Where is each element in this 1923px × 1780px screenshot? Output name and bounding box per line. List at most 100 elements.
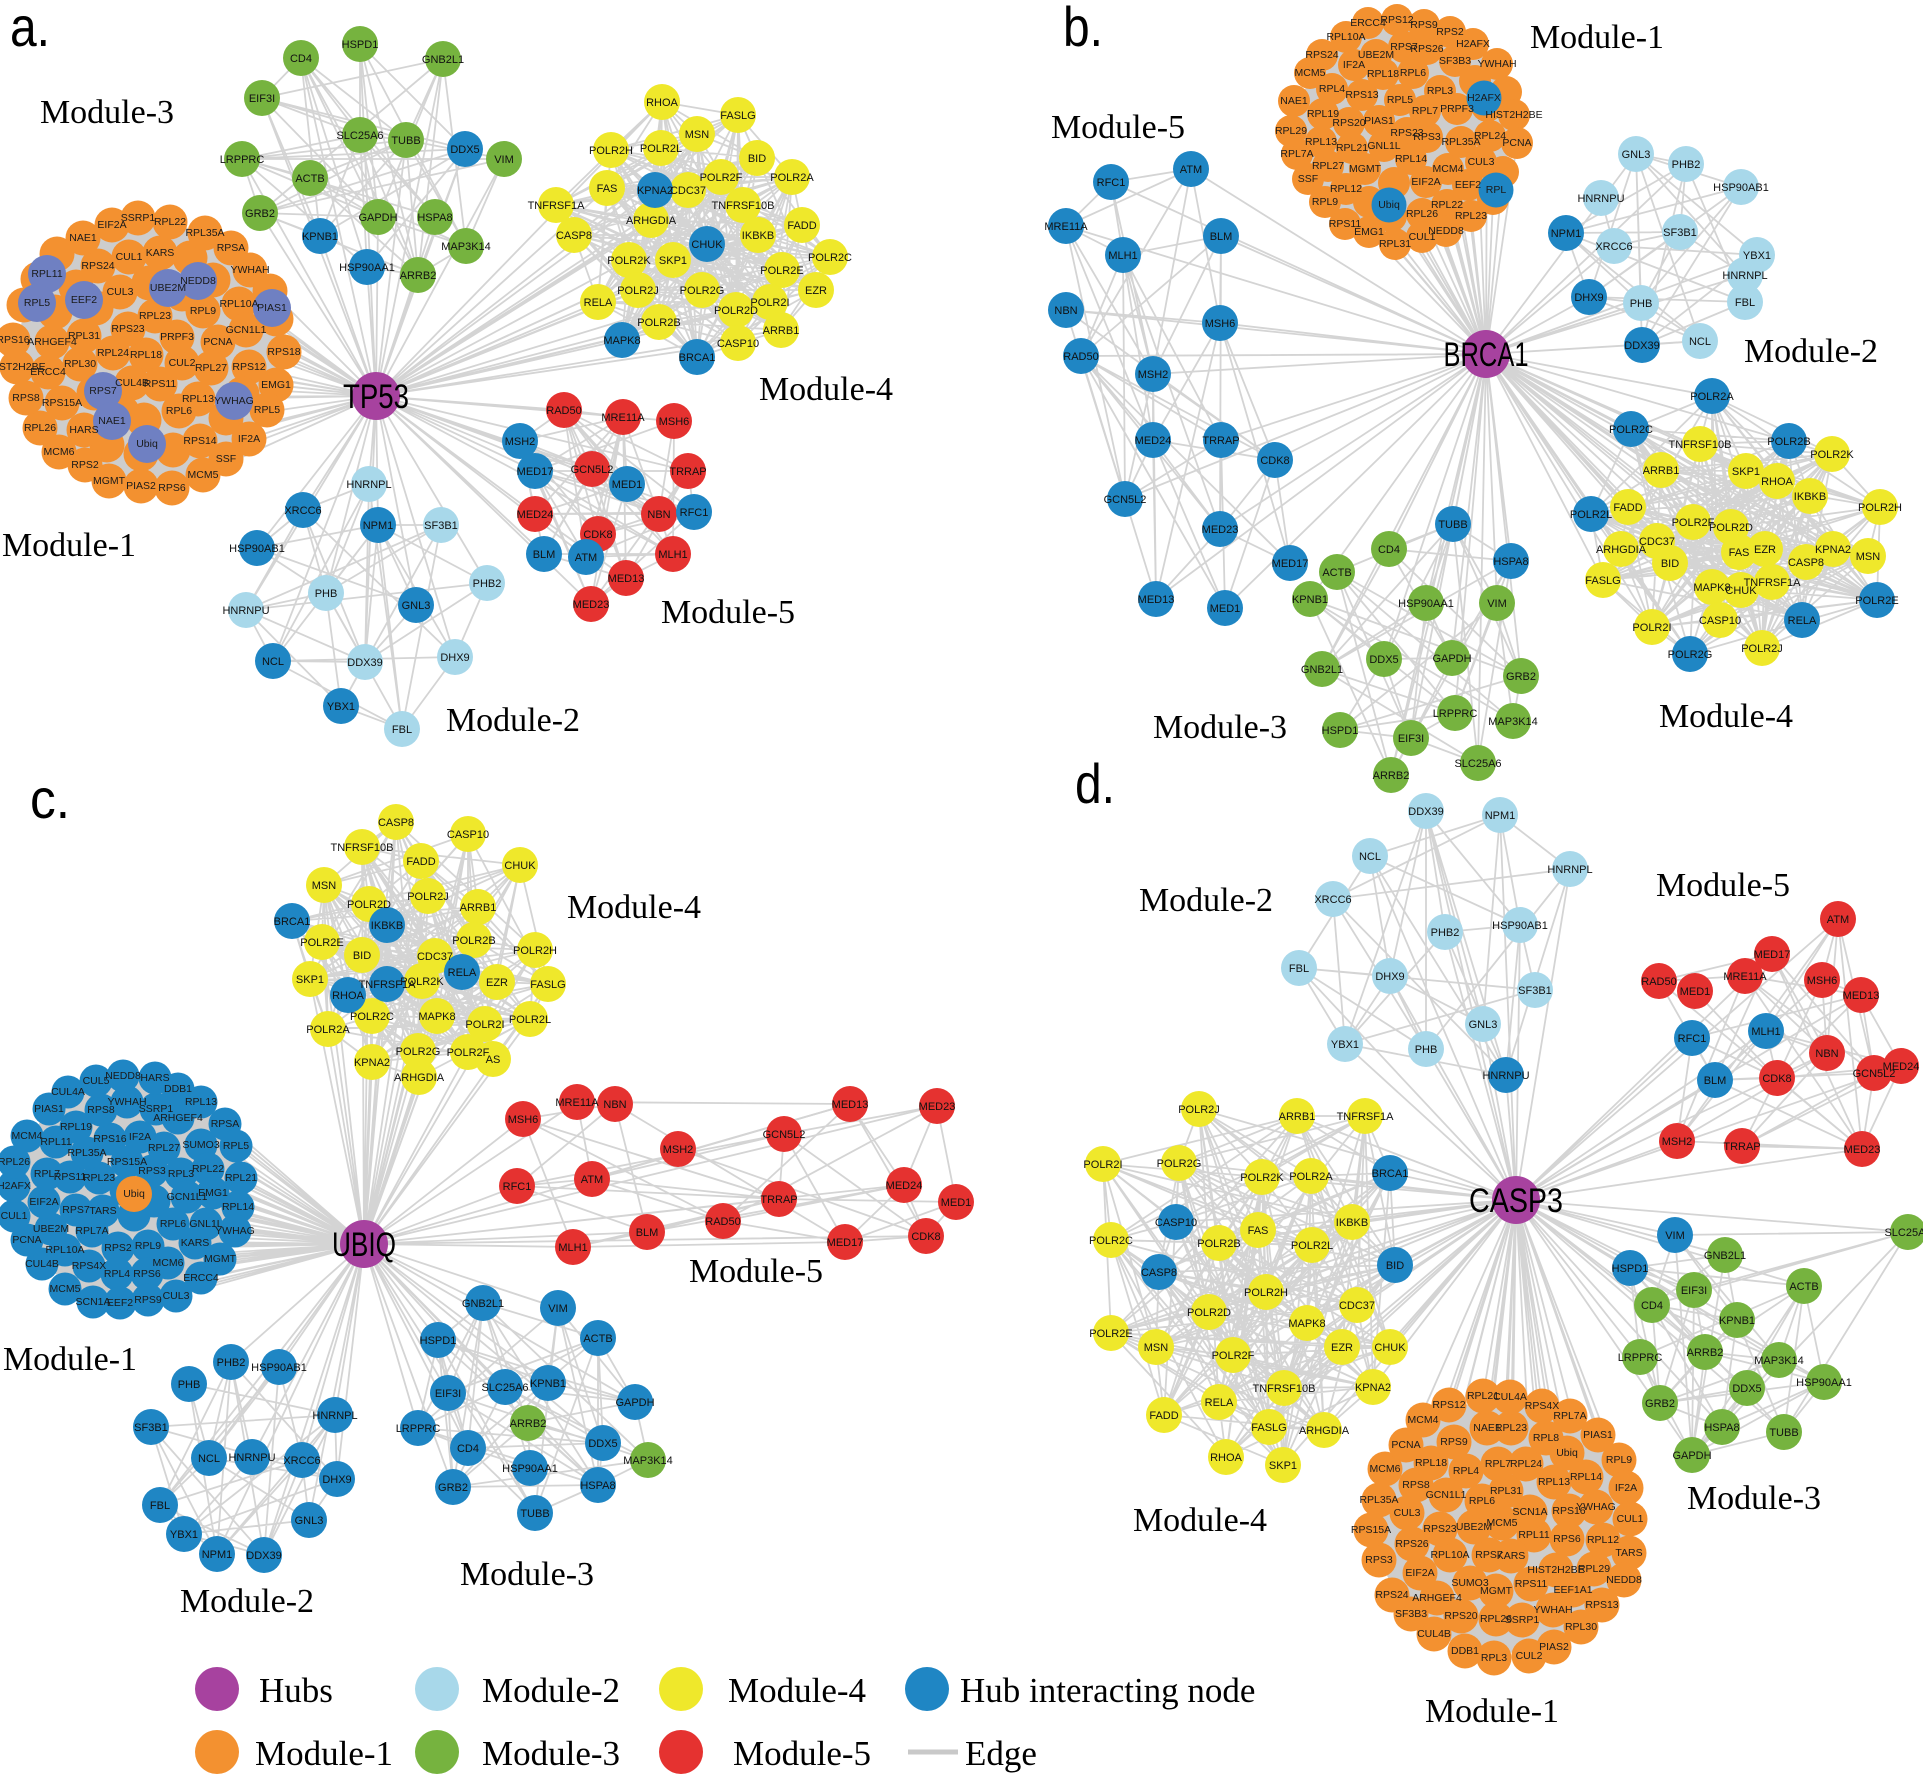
svg-text:MSH2: MSH2 xyxy=(505,436,536,448)
svg-text:POLR2F: POLR2F xyxy=(700,172,743,184)
svg-text:MAPK8: MAPK8 xyxy=(603,335,640,347)
svg-text:POLR2L: POLR2L xyxy=(1570,509,1612,521)
svg-text:SKP1: SKP1 xyxy=(659,255,687,267)
svg-text:MLH1: MLH1 xyxy=(1108,250,1137,262)
svg-text:RFC1: RFC1 xyxy=(1097,177,1126,189)
svg-text:RPS7: RPS7 xyxy=(1390,41,1418,53)
svg-text:POLR2K: POLR2K xyxy=(1810,449,1854,461)
svg-text:RPS3: RPS3 xyxy=(1413,131,1441,143)
svg-text:POLR2D: POLR2D xyxy=(1709,522,1753,534)
svg-text:POLR2G: POLR2G xyxy=(1668,649,1713,661)
svg-text:RPS8: RPS8 xyxy=(1402,1479,1430,1491)
svg-text:POLR2I: POLR2I xyxy=(1083,1159,1122,1171)
svg-text:Module-1: Module-1 xyxy=(1530,19,1664,56)
svg-text:MED17: MED17 xyxy=(1754,949,1791,961)
svg-text:RPL27: RPL27 xyxy=(148,1142,180,1154)
svg-text:RPS15A: RPS15A xyxy=(107,1156,147,1168)
svg-text:MED1: MED1 xyxy=(612,479,643,491)
svg-text:PHB2: PHB2 xyxy=(1431,927,1460,939)
svg-text:RPL35A: RPL35A xyxy=(1359,1494,1398,1506)
svg-text:NPM1: NPM1 xyxy=(1485,810,1516,822)
svg-text:YBX1: YBX1 xyxy=(170,1529,198,1541)
svg-text:YWHAH: YWHAH xyxy=(1533,1604,1572,1616)
svg-text:GRB2: GRB2 xyxy=(245,208,275,220)
svg-text:HIST2H2BE: HIST2H2BE xyxy=(1485,109,1542,121)
svg-text:RPS14: RPS14 xyxy=(183,435,216,447)
svg-text:HSP90AA1: HSP90AA1 xyxy=(1796,1377,1852,1389)
svg-text:Module-2: Module-2 xyxy=(446,702,580,739)
svg-text:RPS9: RPS9 xyxy=(134,1294,162,1306)
svg-text:RPL3: RPL3 xyxy=(168,1168,194,1180)
svg-text:GNB2L1: GNB2L1 xyxy=(1704,1250,1746,1262)
svg-text:Module-3: Module-3 xyxy=(1687,1480,1821,1517)
svg-text:FADD: FADD xyxy=(1613,502,1642,514)
svg-text:MED13: MED13 xyxy=(1138,594,1175,606)
svg-text:b.: b. xyxy=(1063,0,1103,58)
svg-text:GNL3: GNL3 xyxy=(1622,149,1651,161)
svg-text:POLR2H: POLR2H xyxy=(1858,502,1902,514)
svg-text:CUL2: CUL2 xyxy=(1516,1650,1543,1662)
svg-text:RAD50: RAD50 xyxy=(1641,976,1676,988)
svg-text:POLR2A: POLR2A xyxy=(306,1024,350,1036)
svg-text:DDX39: DDX39 xyxy=(1624,340,1659,352)
svg-text:MSH6: MSH6 xyxy=(659,416,690,428)
svg-text:GCN5L2: GCN5L2 xyxy=(1853,1068,1896,1080)
svg-text:TARS: TARS xyxy=(89,1205,116,1217)
svg-text:KPNB1: KPNB1 xyxy=(530,1378,566,1390)
svg-text:FASLG: FASLG xyxy=(1585,575,1620,587)
svg-text:CHUK: CHUK xyxy=(504,860,536,872)
svg-text:UBE2M: UBE2M xyxy=(1358,49,1394,61)
svg-text:TNFRSF10B: TNFRSF10B xyxy=(712,200,775,212)
svg-text:NAE1: NAE1 xyxy=(1473,1422,1501,1434)
svg-text:POLR2G: POLR2G xyxy=(1157,1158,1202,1170)
svg-text:PIAS2: PIAS2 xyxy=(126,480,156,492)
svg-text:IF2A: IF2A xyxy=(1615,1482,1637,1494)
svg-text:HNRNPL: HNRNPL xyxy=(346,479,391,491)
svg-text:MSH2: MSH2 xyxy=(663,1144,694,1156)
svg-text:SF3B3: SF3B3 xyxy=(1395,1608,1427,1620)
svg-text:RPL23: RPL23 xyxy=(1455,210,1487,222)
svg-text:MGMT: MGMT xyxy=(1349,163,1382,175)
svg-text:ARRB1: ARRB1 xyxy=(460,902,497,914)
svg-text:CUL4B: CUL4B xyxy=(25,1258,59,1270)
svg-text:RPL22: RPL22 xyxy=(1431,199,1463,211)
svg-text:H2AFX: H2AFX xyxy=(0,1180,31,1192)
svg-text:POLR2F: POLR2F xyxy=(447,1047,490,1059)
svg-text:MCM6: MCM6 xyxy=(153,1257,184,1269)
svg-text:SF3B1: SF3B1 xyxy=(134,1422,168,1434)
svg-text:ARRB2: ARRB2 xyxy=(1687,1347,1724,1359)
svg-text:HNRNPL: HNRNPL xyxy=(312,1410,357,1422)
svg-text:RPL13: RPL13 xyxy=(1538,1476,1570,1488)
svg-text:RPL31: RPL31 xyxy=(68,330,100,342)
svg-text:ACTB: ACTB xyxy=(583,1333,612,1345)
svg-text:RPL35A: RPL35A xyxy=(1441,136,1480,148)
svg-text:a.: a. xyxy=(10,0,50,58)
svg-text:Module-5: Module-5 xyxy=(661,594,795,631)
svg-text:RPL8: RPL8 xyxy=(1533,1432,1559,1444)
svg-text:POLR2K: POLR2K xyxy=(400,976,444,988)
svg-text:RPL6: RPL6 xyxy=(1469,1495,1495,1507)
svg-text:KPNB1: KPNB1 xyxy=(1292,594,1328,606)
svg-text:PCNA: PCNA xyxy=(1502,137,1531,149)
svg-text:CDC37: CDC37 xyxy=(1639,536,1675,548)
svg-text:HSPD1: HSPD1 xyxy=(420,1335,457,1347)
svg-text:GAPDH: GAPDH xyxy=(615,1397,654,1409)
svg-text:RPS11: RPS11 xyxy=(1515,1578,1548,1590)
svg-text:MCM4: MCM4 xyxy=(12,1130,43,1142)
svg-text:KARS: KARS xyxy=(146,247,175,259)
svg-text:RFC1: RFC1 xyxy=(503,1181,532,1193)
svg-text:GRB2: GRB2 xyxy=(1645,1398,1675,1410)
svg-text:PHB2: PHB2 xyxy=(473,578,502,590)
svg-text:HARS: HARS xyxy=(69,424,98,436)
svg-text:ACTB: ACTB xyxy=(295,173,324,185)
svg-text:POLR2C: POLR2C xyxy=(808,252,852,264)
svg-text:RPS7: RPS7 xyxy=(62,1204,90,1216)
svg-text:RPS23: RPS23 xyxy=(1390,127,1423,139)
svg-text:RPL30: RPL30 xyxy=(1565,1621,1597,1633)
svg-text:RPL12: RPL12 xyxy=(1587,1534,1619,1546)
svg-text:POLR2F: POLR2F xyxy=(1212,1350,1255,1362)
svg-text:RPL5: RPL5 xyxy=(254,404,280,416)
svg-text:SLC25A6: SLC25A6 xyxy=(336,130,383,142)
svg-text:MSN: MSN xyxy=(1856,551,1881,563)
svg-text:CDK8: CDK8 xyxy=(583,529,612,541)
